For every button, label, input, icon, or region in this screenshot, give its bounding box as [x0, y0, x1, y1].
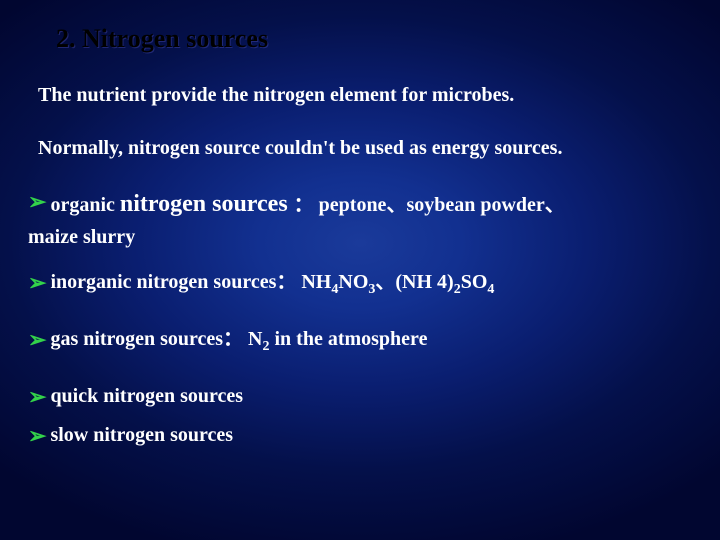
slide-title: 2. Nitrogen sources: [56, 24, 692, 54]
bullet-quick: ➢ quick nitrogen sources: [28, 383, 692, 412]
bullet-organic-cont: maize slurry: [28, 224, 692, 251]
text-fragment: organic: [50, 194, 119, 216]
chevron-right-icon: ➢: [28, 422, 46, 451]
spacer: [28, 310, 692, 326]
bullet-text: gas nitrogen sources： N2 in the atmosphe…: [50, 326, 427, 357]
subscript: 2: [454, 282, 461, 297]
text-fragment: in the atmosphere: [269, 328, 427, 350]
definition-line: The nutrient provide the nitrogen elemen…: [38, 82, 692, 109]
chevron-right-icon: ➢: [28, 269, 46, 298]
slide: 2. Nitrogen sources The nutrient provide…: [0, 0, 720, 540]
subscript: 4: [487, 282, 494, 297]
text-fragment: inorganic nitrogen sources： NH: [50, 271, 331, 293]
spacer: [28, 367, 692, 383]
bullet-gas: ➢ gas nitrogen sources： N2 in the atmosp…: [28, 326, 692, 357]
text-fragment: 、(NH 4): [375, 271, 453, 293]
note-line: Normally, nitrogen source couldn't be us…: [38, 135, 692, 162]
bullet-text: organic nitrogen sources ： peptone、soybe…: [50, 188, 564, 220]
text-fragment: SO: [461, 271, 488, 293]
chevron-right-icon: ➢: [28, 383, 46, 412]
text-fragment: gas nitrogen sources： N: [50, 328, 262, 350]
bullet-text: inorganic nitrogen sources： NH4NO3、(NH 4…: [50, 269, 494, 300]
text-fragment: NO: [338, 271, 368, 293]
chevron-right-icon: ➢: [28, 188, 46, 217]
bullet-inorganic: ➢ inorganic nitrogen sources： NH4NO3、(NH…: [28, 269, 692, 300]
text-emphasis: nitrogen sources: [120, 191, 294, 217]
bullet-text: slow nitrogen sources: [50, 422, 233, 449]
text-fragment: ： peptone、soybean powder、: [294, 194, 565, 216]
chevron-right-icon: ➢: [28, 326, 46, 355]
bullet-slow: ➢ slow nitrogen sources: [28, 422, 692, 451]
bullet-text: quick nitrogen sources: [50, 383, 243, 410]
bullet-organic: ➢ organic nitrogen sources ： peptone、soy…: [28, 188, 692, 220]
